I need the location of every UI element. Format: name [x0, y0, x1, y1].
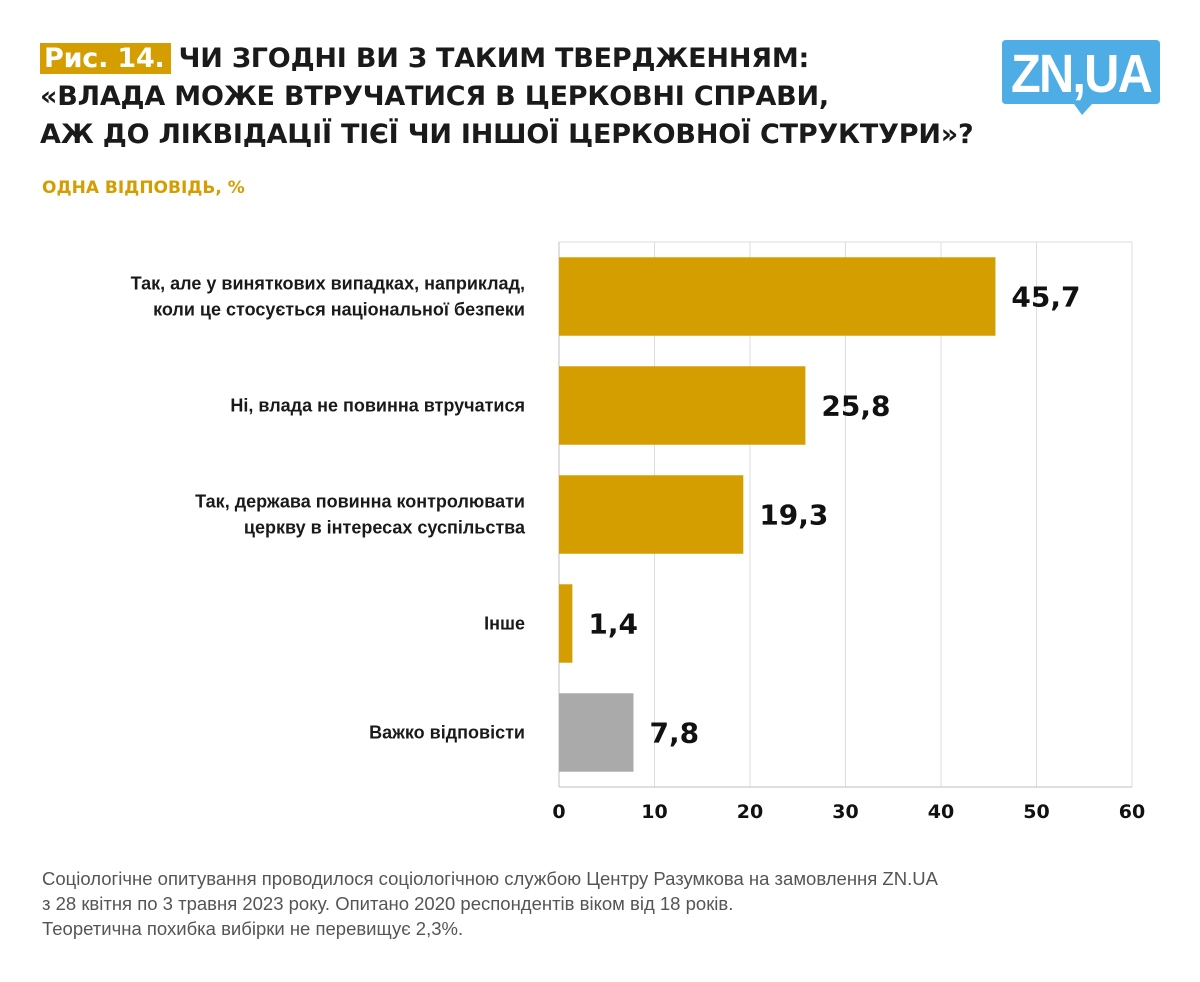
- title-text-1: ЧИ ЗГОДНІ ВИ З ТАКИМ ТВЕРДЖЕННЯМ:: [178, 43, 810, 74]
- figure-number-badge: Рис. 14.: [40, 43, 171, 74]
- footnote-line-3: Теоретична похибка вибірки не перевищує …: [42, 918, 464, 939]
- bar: [559, 475, 744, 554]
- category-label: Ні, влада не повинна втручатися: [230, 396, 525, 416]
- value-labels: 45,7 25,8 19,3 1,4 7,8: [588, 281, 1080, 750]
- bar: [559, 257, 996, 336]
- data-label: 1,4: [588, 608, 638, 641]
- category-label: Інше: [484, 614, 525, 634]
- title-line-3: АЖ ДО ЛІКВІДАЦІЇ ТІЄЇ ЧИ ІНШОЇ ЦЕРКОВНОЇ…: [40, 119, 974, 150]
- category-labels: Так, але у виняткових випадках, наприкла…: [131, 274, 526, 743]
- category-label: Так, держава повинна контролювати: [195, 492, 525, 512]
- logo-text: ZN,UA: [1011, 44, 1152, 104]
- category-label: церкву в інтересах суспільства: [244, 518, 526, 538]
- x-tick-label: 60: [1119, 801, 1145, 823]
- x-tick-label: 50: [1023, 801, 1049, 823]
- category-label: Так, але у виняткових випадках, наприкла…: [131, 274, 525, 294]
- data-label: 7,8: [649, 717, 699, 750]
- logo-speech-bubble: [1002, 40, 1160, 115]
- chart-title: Рис. 14. ЧИ ЗГОДНІ ВИ З ТАКИМ ТВЕРДЖЕННЯМ…: [40, 40, 1000, 154]
- data-label: 45,7: [1011, 281, 1080, 314]
- x-tick-label: 20: [737, 801, 763, 823]
- category-label: Важко відповісти: [369, 723, 525, 743]
- data-label: 25,8: [821, 390, 890, 423]
- x-axis-ticks: 0 10 20 30 40 50 60: [552, 801, 1145, 823]
- title-line-2: «ВЛАДА МОЖЕ ВТРУЧАТИСЯ В ЦЕРКОВНІ СПРАВИ…: [40, 81, 829, 112]
- category-label: коли це стосується національної безпеки: [153, 300, 525, 320]
- bars: [559, 257, 996, 772]
- footnote: Соціологічне опитування проводилося соці…: [42, 866, 938, 941]
- bar: [559, 584, 573, 663]
- x-tick-label: 30: [832, 801, 858, 823]
- zn-ua-logo: ZN,UA: [1002, 40, 1160, 115]
- data-label: 19,3: [759, 499, 828, 532]
- bar: [559, 366, 806, 445]
- footnote-line-1: Соціологічне опитування проводилося соці…: [42, 868, 938, 889]
- title-line-1: Рис. 14. ЧИ ЗГОДНІ ВИ З ТАКИМ ТВЕРДЖЕННЯМ…: [40, 40, 1000, 78]
- x-tick-label: 40: [928, 801, 954, 823]
- chart-subtitle: ОДНА ВІДПОВІДЬ, %: [42, 178, 245, 198]
- x-tick-label: 10: [641, 801, 667, 823]
- x-tick-label: 0: [552, 801, 565, 823]
- footnote-line-2: з 28 квітня по 3 травня 2023 року. Опита…: [42, 893, 734, 914]
- bar-chart: Так, але у виняткових випадках, наприкла…: [131, 241, 1145, 823]
- bar: [559, 693, 634, 772]
